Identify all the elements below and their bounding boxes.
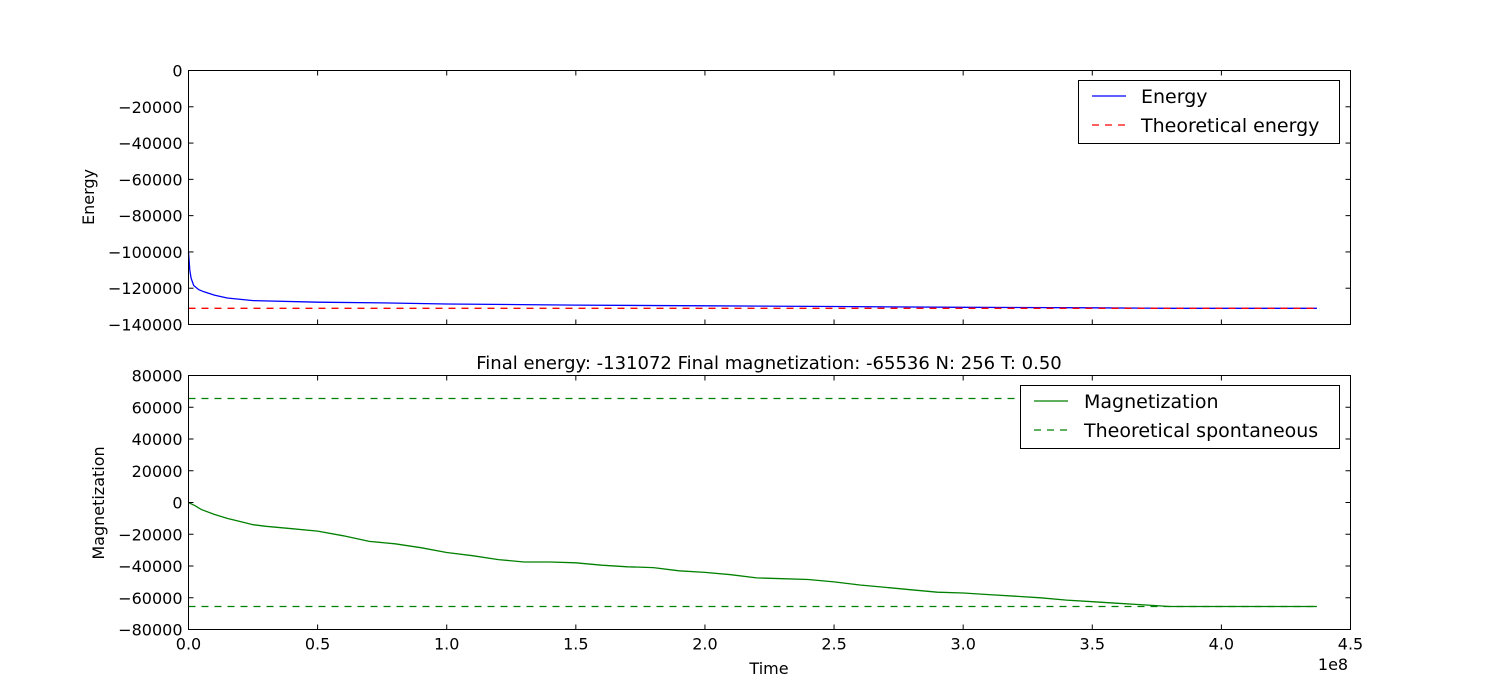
chart-title: Final energy: -131072 Final magnetizatio… bbox=[476, 353, 1062, 374]
magnetization-x-tick-label: 0.0 bbox=[176, 635, 201, 654]
energy-axis-ticks: 0 −20000 −40000 −60000 −80000 −100000 −120000 −… bbox=[108, 62, 1351, 335]
magnetization-x-tick-label: 0.5 bbox=[305, 635, 330, 654]
magnetization-x-tick-label: 2.5 bbox=[821, 635, 846, 654]
theoretical-energy-legend-label: Theoretical energy bbox=[1140, 115, 1319, 137]
magnetization-y-tick-label: 20000 bbox=[132, 462, 183, 481]
magnetization-y-tick-label: 0 bbox=[172, 494, 182, 513]
x-axis-offset-label: 1e8 bbox=[1318, 655, 1348, 674]
energy-y-axis-label: Energy bbox=[79, 169, 98, 225]
energy-legend-box bbox=[1078, 80, 1340, 144]
energy-axes-frame bbox=[188, 70, 1351, 325]
magnetization-x-tick-label: 3.5 bbox=[1080, 635, 1105, 654]
magnetization-y-tick-label: 60000 bbox=[132, 398, 183, 417]
magnetization-y-tick-label: −40000 bbox=[118, 557, 182, 576]
magnetization-legend-label: Magnetization bbox=[1084, 391, 1219, 413]
energy-y-tick-label: −120000 bbox=[108, 279, 182, 298]
theoretical-spontaneous-legend-label: Theoretical spontaneous bbox=[1083, 420, 1318, 442]
magnetization-y-axis-label: Magnetization bbox=[89, 446, 108, 559]
energy-plot-area bbox=[187, 251, 1317, 309]
magnetization-x-tick-label: 4.0 bbox=[1209, 635, 1234, 654]
magnetization-y-tick-label: −20000 bbox=[118, 525, 182, 544]
energy-y-tick-label: −60000 bbox=[118, 170, 182, 189]
x-axis-label: Time bbox=[748, 659, 788, 678]
energy-y-tick-label: −20000 bbox=[118, 98, 182, 117]
energy-line bbox=[187, 251, 1317, 309]
energy-y-tick-label: 0 bbox=[172, 62, 182, 81]
magnetization-y-tick-label: −80000 bbox=[118, 621, 182, 640]
energy-y-tick-label: −40000 bbox=[118, 134, 182, 153]
magnetization-x-tick-label: 2.0 bbox=[692, 635, 717, 654]
magnetization-x-tick-label: 4.5 bbox=[1338, 635, 1363, 654]
magnetization-legend-box bbox=[1020, 385, 1340, 449]
magnetization-x-tick-label: 1.5 bbox=[563, 635, 588, 654]
magnetization-x-tick-label: 3.0 bbox=[950, 635, 975, 654]
magnetization-plot: Final energy: -131072 Final magnetizatio… bbox=[89, 353, 1363, 678]
energy-y-tick-label: −140000 bbox=[108, 316, 182, 335]
energy-legend: Energy Theoretical energy bbox=[1078, 80, 1340, 144]
magnetization-axis-ticks: 80000 60000 40000 20000 0 −20000 −40000 −60000 −… bbox=[118, 367, 1363, 654]
energy-y-tick-label: −80000 bbox=[118, 207, 182, 226]
magnetization-legend: Magnetization Theoretical spontaneous bbox=[1020, 385, 1340, 449]
magnetization-y-tick-label: 80000 bbox=[132, 367, 183, 386]
magnetization-x-tick-label: 1.0 bbox=[434, 635, 459, 654]
magnetization-y-tick-label: −60000 bbox=[118, 589, 182, 608]
magnetization-y-tick-label: 40000 bbox=[132, 430, 183, 449]
energy-y-tick-label: −100000 bbox=[108, 243, 182, 262]
energy-plot: 0 −20000 −40000 −60000 −80000 −100000 −120000 −… bbox=[79, 62, 1351, 335]
magnetization-line bbox=[188, 501, 1317, 608]
energy-legend-label: Energy bbox=[1141, 86, 1208, 108]
